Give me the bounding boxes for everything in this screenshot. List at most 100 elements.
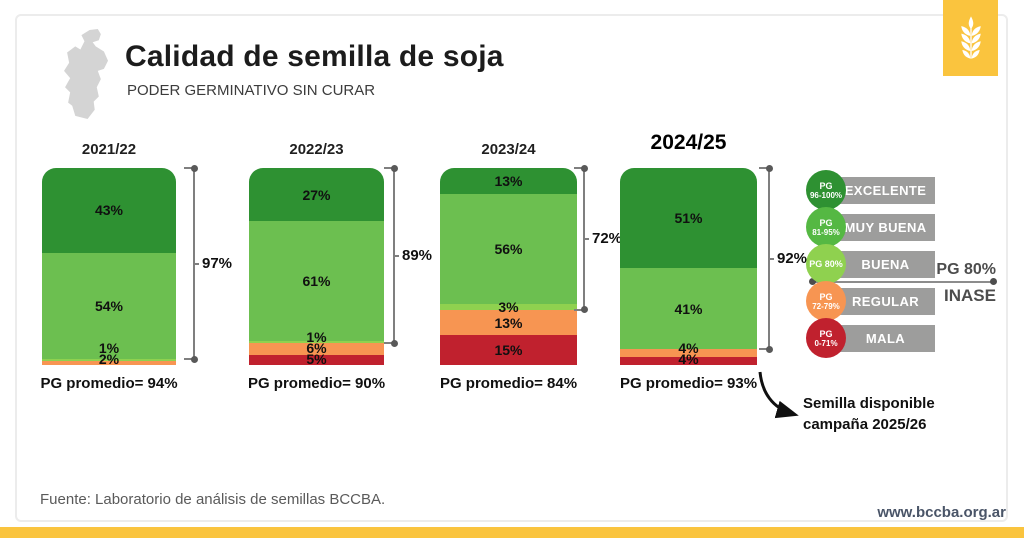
legend-chip-muy-buena: MUY BUENA xyxy=(836,214,935,241)
bracket-dot xyxy=(580,164,588,172)
bar-segment-value: 51% xyxy=(674,210,703,227)
bracket-tick xyxy=(574,308,583,311)
bar-segment-value: 4% xyxy=(678,351,699,367)
bracket-value: 97% xyxy=(202,254,233,272)
bar-segment-value: 41% xyxy=(674,300,703,317)
bracket-mid-tick xyxy=(768,257,774,260)
bar-segment-value: 1% xyxy=(306,329,327,345)
bar-segment-value: 61% xyxy=(302,273,331,290)
bracket-dot xyxy=(765,164,773,172)
bar-average-label: PG promedio= 93% xyxy=(619,375,758,392)
legend-circle-range: PG 80% xyxy=(809,259,843,269)
cordoba-province-map-icon xyxy=(64,29,109,119)
legend-chip-regular: REGULAR xyxy=(836,288,935,315)
bracket-dot xyxy=(190,355,198,363)
bar-year-label: 2021/22 xyxy=(81,141,137,158)
bracket-tick xyxy=(574,167,583,169)
bar-segment-regular-pg-72-79 xyxy=(42,361,176,365)
bracket-mid-tick xyxy=(193,262,199,265)
bar-segment-value: 43% xyxy=(94,202,124,219)
bracket-tick xyxy=(184,358,193,361)
stacked-bar-2022-23 xyxy=(249,168,384,365)
inase-name-label: INASE xyxy=(944,286,996,305)
inase-line-left-dot xyxy=(809,278,816,285)
bar-year-label: 2024/25 xyxy=(650,131,727,154)
bar-year-label: 2022/23 xyxy=(289,141,344,158)
bracket-dot xyxy=(190,164,198,172)
source-text: Fuente: Laboratorio de análisis de semil… xyxy=(40,491,386,508)
bar-segment-value: 13% xyxy=(494,314,523,331)
legend-circle-range: PG xyxy=(819,291,833,302)
inase-threshold-label: PG 80% xyxy=(936,261,996,278)
bar-segment-buena-pg-80 xyxy=(42,359,176,362)
bar-segment-value: 2% xyxy=(98,351,120,367)
bar-segment-excelente-pg-96-100 xyxy=(620,168,757,269)
bracket-mid-tick xyxy=(393,254,399,257)
bar-segment-value: 6% xyxy=(306,340,327,356)
bar-segment-muy-buena-pg-81-95 xyxy=(440,193,577,304)
bracket-dot xyxy=(390,164,398,172)
bar-segment-excelente-pg-96-100 xyxy=(42,168,176,253)
bracket-tick xyxy=(184,167,193,169)
bar-segment-value: 1% xyxy=(98,340,120,356)
bracket-value: 89% xyxy=(402,246,433,264)
legend-circle-range: PG xyxy=(819,328,833,339)
bar-segment-value: 3% xyxy=(498,298,519,315)
legend-circle-range: 81-95% xyxy=(812,227,840,237)
bar-segment-mala-pg-0-71 xyxy=(249,355,384,365)
bracket-tick xyxy=(759,167,768,169)
stacked-bar-2024-25 xyxy=(620,168,757,365)
stacked-bar-2021-22 xyxy=(42,168,176,365)
legend-chip-buena: BUENA xyxy=(836,251,935,278)
legend-chip-mala: MALA xyxy=(836,325,935,352)
bar-segment-mala-pg-0-71 xyxy=(620,357,757,365)
legend-circle-range: PG xyxy=(819,180,833,191)
bar-segment-muy-buena-pg-81-95 xyxy=(620,268,757,350)
bracket-dot xyxy=(765,345,773,353)
bar-segment-regular-pg-72-79 xyxy=(440,309,577,336)
bar-segment-mala-pg-0-71 xyxy=(440,335,577,365)
bar-segment-value: 5% xyxy=(306,351,327,367)
bracket-dot xyxy=(580,306,588,314)
annotation-line-2: campaña 2025/26 xyxy=(803,416,927,433)
bar-segment-value: 54% xyxy=(94,297,124,314)
bar-segment-value: 27% xyxy=(302,186,331,203)
bar-segment-muy-buena-pg-81-95 xyxy=(42,252,176,360)
bracket-tick xyxy=(759,348,768,351)
bar-segment-value: 4% xyxy=(678,340,699,356)
bar-average-label: PG promedio= 90% xyxy=(247,375,386,392)
bar-segment-value: 15% xyxy=(494,342,523,359)
bottom-accent-bar xyxy=(0,527,1024,538)
legend-circle-range: 72-79% xyxy=(812,301,840,311)
bar-segment-regular-pg-72-79 xyxy=(249,343,384,356)
legend-circle-mala: PG 0-71% xyxy=(806,318,846,358)
bar-segment-excelente-pg-96-100 xyxy=(440,168,577,194)
bracket-mid-tick xyxy=(583,237,589,240)
bar-segment-value: 56% xyxy=(494,240,523,257)
legend-chip-excelente: EXCELENTE xyxy=(836,177,935,204)
bar-segment-buena-pg-80 xyxy=(440,303,577,310)
bracket-value: 92% xyxy=(777,249,808,267)
website-text: www.bccba.org.ar xyxy=(877,504,1006,521)
legend-circle-range: 96-100% xyxy=(809,190,843,200)
page-subtitle: PODER GERMINATIVO SIN CURAR xyxy=(127,82,376,99)
bar-segment-excelente-pg-96-100 xyxy=(249,168,384,222)
content-frame xyxy=(15,14,1008,522)
bar-segment-value: 13% xyxy=(494,172,523,189)
bar-segment-regular-pg-72-79 xyxy=(620,349,757,358)
legend-circle-range: PG xyxy=(819,217,833,228)
wheat-icon xyxy=(960,16,981,59)
brand-logo xyxy=(943,0,998,76)
inase-line-right-dot xyxy=(990,278,997,285)
stacked-bar-2023-24 xyxy=(440,168,577,365)
bracket-tick xyxy=(384,342,393,345)
legend-circle-regular: PG 72-79% xyxy=(806,281,846,321)
bracket-dot xyxy=(390,339,398,347)
bar-year-label: 2023/24 xyxy=(481,141,536,158)
bracket-tick xyxy=(384,167,393,169)
inase-threshold-line xyxy=(812,281,996,283)
curved-arrow-icon xyxy=(758,371,799,419)
bracket-value: 72% xyxy=(592,229,623,247)
legend-circle-range: 0-71% xyxy=(814,338,838,348)
